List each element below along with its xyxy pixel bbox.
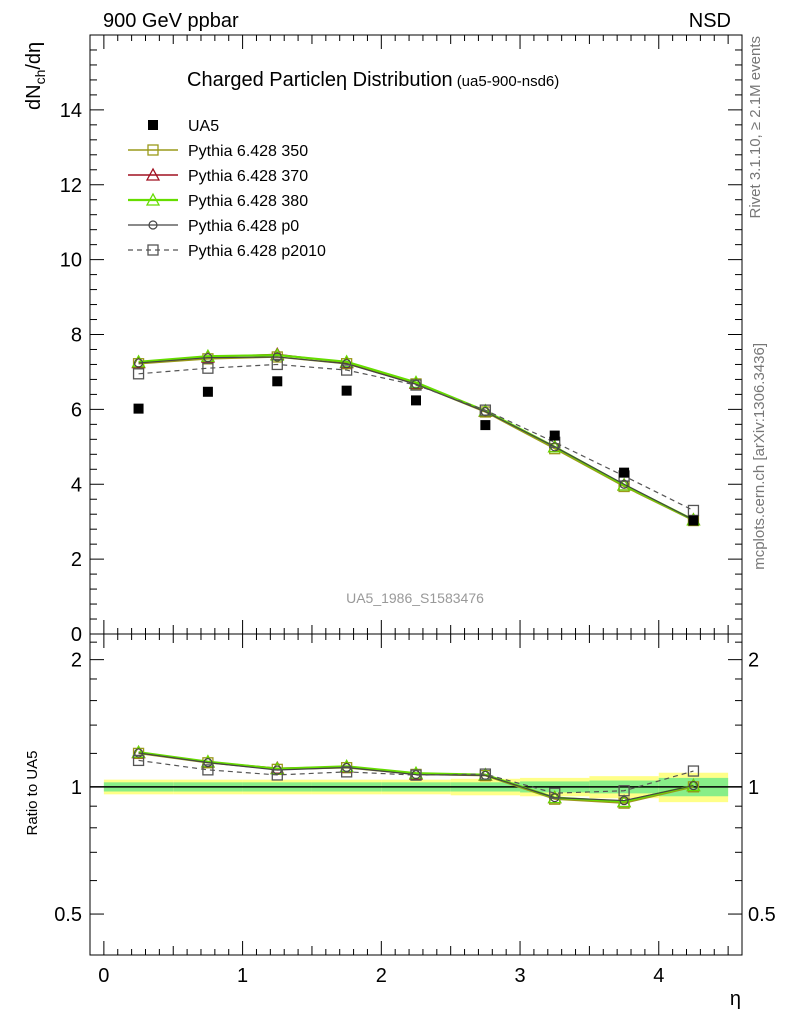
- series-point-4: [202, 362, 214, 374]
- header-nsd-label: NSD: [689, 10, 731, 32]
- series-point-3: [133, 358, 144, 368]
- series-point-3: [342, 359, 352, 369]
- x-tick-label: 3: [514, 965, 525, 987]
- series-line-3: [138, 356, 694, 521]
- legend-marker-2: [145, 192, 161, 206]
- ratio-series-point-4: [340, 766, 353, 778]
- ratio-series-point-4: [618, 785, 630, 797]
- series-point-3: [619, 479, 629, 489]
- ua5-data-point: [549, 430, 560, 441]
- y-axis-label: dNch/dη: [23, 42, 48, 110]
- ua5-data-point: [202, 386, 213, 397]
- header-energy-label: 900 GeV ppbar: [103, 10, 239, 32]
- ratio-series-point-4: [549, 787, 561, 799]
- series-point-4: [132, 368, 145, 380]
- ratio-y-tick-label: 0.5: [54, 904, 82, 926]
- y-axis-label-tail: /dη: [23, 42, 45, 70]
- ratio-series-line-2: [138, 751, 694, 803]
- series-point-2: [547, 439, 562, 453]
- x-tick-label: 2: [376, 965, 387, 987]
- ratio-y-tick-label-right: 1: [748, 777, 759, 799]
- ratio-y-tick-label: 1: [71, 777, 82, 799]
- ratio-series-point-3: [133, 748, 144, 758]
- series-line-4: [138, 363, 694, 511]
- ratio-series-point-3: [688, 780, 699, 791]
- series-point-2: [616, 477, 632, 491]
- series-point-4: [410, 379, 422, 391]
- y-tick-label: 14: [60, 100, 82, 122]
- ua5-data-point: [411, 395, 421, 406]
- legend-label-4: Pythia 6.428 p2010: [188, 243, 326, 260]
- ratio-series-point-4: [202, 764, 214, 776]
- ratio-series-point-4: [132, 754, 145, 767]
- ratio-y-tick-label: 2: [71, 650, 82, 672]
- y-tick-label: 0: [71, 624, 82, 646]
- ratio-series-point-3: [203, 758, 213, 768]
- ratio-plot: 0 1 2 3 4 0.5 0.5 1 1 2 2: [54, 633, 776, 987]
- y-tick-label: 12: [60, 175, 82, 197]
- legend-marker-4: [147, 244, 159, 256]
- ratio-series-point-3: [619, 795, 629, 806]
- legend-ua5-label: UA5: [188, 118, 219, 135]
- series-point-3: [203, 353, 213, 363]
- chart-title-line: Charged Particleη Distribution (ua5-900-n…: [187, 69, 559, 91]
- series-point-4: [271, 358, 283, 371]
- y-axis-label-main: dN: [23, 84, 45, 110]
- y-axis-label-subscript: ch: [32, 70, 48, 85]
- series-point-4: [687, 504, 700, 517]
- x-tick-label: 1: [237, 965, 248, 987]
- rivet-version-label: Rivet 3.1.10, ≥ 2.1M events: [747, 36, 764, 219]
- y-tick-label: 6: [71, 399, 82, 421]
- ratio-series-point-2: [616, 794, 632, 808]
- ua5-data-point: [619, 467, 630, 478]
- analysis-watermark: UA5_1986_S1583476: [346, 590, 484, 606]
- ratio-series-point-2: [686, 778, 701, 792]
- chart-title: Charged Particleη Distribution: [187, 69, 453, 91]
- mcplots-credit-label: mcplots.cern.ch [arXiv:1306.3436]: [751, 343, 768, 570]
- ratio-y-tick-label-right: 0.5: [748, 904, 776, 926]
- ratio-series-point-0: [618, 797, 630, 809]
- ratio-plot-frame: [89, 633, 743, 956]
- ratio-y-axis-label: Ratio to UA5: [24, 750, 41, 835]
- chart-subtitle: (ua5-900-nsd6): [457, 73, 560, 90]
- y-tick-label: 10: [60, 250, 82, 272]
- legend-label-2: Pythia 6.428 380: [188, 193, 308, 210]
- ratio-y-tick-label-right: 2: [748, 650, 759, 672]
- ratio-series-line-4: [138, 759, 694, 794]
- legend-marker-1: [145, 167, 161, 181]
- ratio-series-point-4: [410, 769, 422, 781]
- legend-marker-3: [148, 220, 158, 230]
- series-point-4: [340, 364, 353, 376]
- y-tick-label: 4: [71, 474, 82, 496]
- ua5-data-point: [272, 376, 283, 387]
- series-point-4: [479, 404, 492, 416]
- legend-label-3: Pythia 6.428 p0: [188, 218, 299, 235]
- ua5-data-point: [688, 515, 699, 526]
- legend-ua5-marker: [148, 120, 158, 130]
- x-axis-label: η: [730, 988, 741, 1010]
- ua5-data-point: [133, 403, 144, 414]
- ratio-series-line-3: [138, 752, 694, 802]
- ratio-series-point-4: [479, 768, 492, 780]
- ua5-data-point: [480, 420, 491, 431]
- legend-label-0: Pythia 6.428 350: [188, 143, 308, 160]
- ua5-data-point: [341, 385, 352, 396]
- series-point-3: [272, 352, 282, 362]
- x-tick-label: 4: [653, 965, 664, 987]
- ratio-series-point-4: [687, 765, 700, 777]
- y-tick-label: 2: [71, 549, 82, 571]
- x-tick-label: 0: [98, 965, 109, 987]
- legend: UA5 Pythia 6.428 350 Pythia 6.428 370 Pythi…: [128, 118, 326, 260]
- legend-label-1: Pythia 6.428 370: [188, 168, 308, 185]
- ratio-series-point-4: [271, 769, 283, 781]
- legend-marker-0: [147, 144, 159, 156]
- y-tick-label: 8: [71, 325, 82, 347]
